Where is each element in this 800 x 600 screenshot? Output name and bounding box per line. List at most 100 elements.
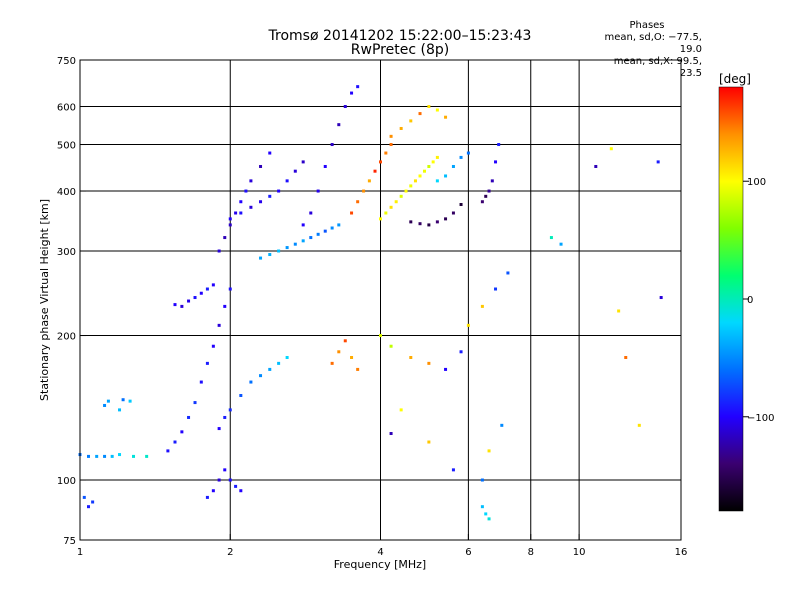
data-point: [494, 287, 498, 291]
data-point: [337, 223, 341, 227]
data-point: [379, 160, 382, 164]
colorbar-tick-label: 100: [747, 177, 766, 188]
data-point: [409, 119, 413, 123]
colorbar: [718, 86, 744, 512]
data-points: [78, 85, 663, 521]
data-point: [132, 454, 136, 458]
data-point: [384, 151, 388, 155]
data-point: [128, 399, 132, 403]
data-point: [293, 242, 297, 246]
phases-legend: Phases mean, sd,O: −77.5, 19.0 mean, sd,…: [592, 20, 702, 80]
x-tick-label: 2: [227, 547, 233, 558]
data-point: [389, 432, 393, 436]
data-point: [259, 200, 263, 204]
colorbar-tick-label: 0: [747, 295, 753, 306]
data-point: [223, 236, 227, 240]
data-point: [166, 449, 170, 453]
data-point: [173, 440, 177, 444]
data-point: [259, 374, 263, 378]
data-point: [594, 164, 598, 168]
data-point: [431, 160, 435, 164]
data-point: [223, 304, 227, 308]
data-point: [285, 355, 289, 359]
data-point: [103, 454, 107, 458]
data-point: [494, 160, 498, 164]
data-point: [444, 115, 448, 119]
data-point: [384, 211, 388, 215]
data-point: [228, 408, 232, 412]
data-point: [293, 169, 297, 173]
data-point: [379, 334, 382, 338]
data-point: [362, 189, 366, 193]
data-point: [337, 350, 341, 354]
data-point: [330, 226, 334, 230]
data-point: [394, 200, 398, 204]
data-point: [87, 454, 91, 458]
data-point: [435, 108, 439, 112]
data-point: [277, 361, 281, 365]
data-point: [316, 189, 320, 193]
data-point: [239, 211, 243, 215]
data-point: [217, 478, 221, 482]
data-point: [459, 350, 463, 354]
data-point: [427, 361, 431, 365]
data-point: [205, 495, 209, 499]
data-point: [193, 296, 197, 300]
data-point: [487, 449, 491, 453]
data-point: [404, 189, 408, 193]
data-point: [459, 202, 463, 206]
data-point: [444, 174, 448, 178]
data-point: [413, 179, 417, 183]
plot-grid: [80, 60, 681, 540]
data-point: [205, 287, 209, 291]
data-point: [356, 200, 360, 204]
data-point: [301, 160, 305, 164]
data-point: [82, 495, 86, 499]
data-point: [444, 367, 448, 371]
data-point: [323, 164, 327, 168]
data-point: [451, 164, 455, 168]
data-point: [199, 380, 203, 384]
data-point: [211, 489, 215, 493]
data-point: [211, 344, 215, 348]
x-tick-label: 10: [573, 547, 586, 558]
data-point: [249, 205, 253, 209]
phases-heading: Phases: [629, 20, 665, 31]
data-point: [285, 179, 289, 183]
x-tick-label: 4: [377, 547, 383, 558]
data-point: [193, 401, 197, 405]
colorbar-tick-label: −100: [747, 413, 774, 424]
data-point: [87, 505, 91, 509]
chart-subtitle: RwPretec (8p): [350, 42, 450, 58]
y-axis-label: Stationary phase Virtual Height [km]: [38, 199, 51, 401]
data-point: [217, 323, 221, 327]
data-point: [244, 189, 248, 193]
data-point: [480, 478, 484, 482]
data-point: [145, 454, 149, 458]
data-point: [389, 134, 393, 138]
data-point: [480, 505, 484, 509]
data-point: [497, 143, 501, 147]
data-point: [103, 403, 107, 407]
data-point: [435, 155, 439, 159]
data-point: [187, 299, 191, 303]
data-point: [466, 151, 470, 155]
data-point: [187, 415, 191, 419]
y-tick-label: 750: [57, 56, 76, 67]
data-point: [418, 174, 422, 178]
data-point: [110, 454, 114, 458]
data-point: [228, 217, 232, 221]
x-tick-label: 16: [675, 547, 688, 558]
data-point: [399, 126, 403, 130]
data-point: [343, 105, 347, 109]
data-point: [389, 205, 393, 209]
data-point: [234, 211, 238, 215]
data-point: [444, 217, 448, 221]
data-point: [389, 143, 393, 147]
y-axis: 75 100 200 300 400 500 600 750: [57, 56, 86, 547]
data-point: [118, 408, 122, 412]
data-point: [211, 283, 215, 287]
data-point: [379, 217, 382, 221]
y-tick-label: 500: [57, 141, 76, 152]
data-point: [427, 440, 431, 444]
